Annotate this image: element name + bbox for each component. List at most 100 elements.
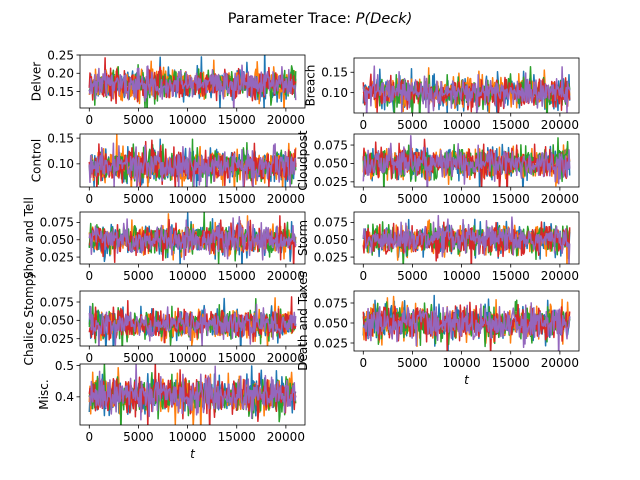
axes-frame <box>79 363 306 426</box>
y-axis-label: Breach <box>303 65 317 107</box>
x-tick-label: 5000 <box>397 192 428 206</box>
trace-series-5 <box>362 65 571 113</box>
y-tick-label: 0.050 <box>40 314 74 328</box>
y-tick-label: 0.050 <box>314 316 348 330</box>
trace-series-5 <box>88 142 297 187</box>
x-tick-label: 5000 <box>123 269 154 283</box>
x-tick-label: 15000 <box>218 269 256 283</box>
y-axis-label: Show and Tell <box>22 197 36 279</box>
y-tick-label: 0.15 <box>47 85 74 99</box>
trace-series-5 <box>88 364 297 421</box>
y-axis-label: Storm <box>296 220 310 256</box>
x-tick-label: 10000 <box>442 356 480 370</box>
x-tick-label: 5000 <box>397 118 428 132</box>
x-tick-label: 5000 <box>397 356 428 370</box>
x-tick-label: 10000 <box>442 269 480 283</box>
x-tick-label: 20000 <box>267 192 305 206</box>
trace-lines <box>88 55 297 108</box>
figure-title: Parameter Trace: P(Deck) <box>228 11 413 27</box>
axes-frame <box>79 290 306 347</box>
trace-lines <box>362 134 571 187</box>
x-axis-label: t <box>190 447 196 461</box>
x-tick-label: 0 <box>85 351 93 365</box>
x-tick-label: 5000 <box>397 269 428 283</box>
x-tick-label: 15000 <box>492 192 530 206</box>
x-tick-label: 20000 <box>541 118 579 132</box>
y-tick-label: 0.025 <box>40 332 74 346</box>
y-tick-label: 0.15 <box>47 131 74 145</box>
y-tick-label: 0.20 <box>47 67 74 81</box>
x-tick-label: 5000 <box>123 430 154 444</box>
y-tick-label: 0.10 <box>47 157 74 171</box>
y-axis-label: Delver <box>29 62 43 101</box>
x-tick-label: 15000 <box>218 113 256 127</box>
axes-frame <box>353 290 580 352</box>
x-tick-label: 15000 <box>218 192 256 206</box>
y-tick-label: 0.25 <box>47 48 74 62</box>
y-tick-label: 0.025 <box>314 250 348 264</box>
y-tick-label: 0.5 <box>55 359 74 373</box>
y-tick-label: 0.075 <box>314 138 348 152</box>
subplot-storm: 0 5000 10000 15000 20000 0.025 0.050 0.075 Storm <box>296 211 580 283</box>
x-tick-label: 0 <box>359 269 367 283</box>
x-tick-label: 10000 <box>168 351 206 365</box>
axes-frame <box>79 133 306 188</box>
axes-frame <box>353 133 580 188</box>
x-tick-label: 10000 <box>168 113 206 127</box>
trace-series-5 <box>88 215 297 261</box>
x-tick-label: 10000 <box>168 192 206 206</box>
y-tick-label: 0.025 <box>314 175 348 189</box>
y-axis-label: Chalice Stompy <box>22 272 36 366</box>
x-tick-label: 0 <box>85 113 93 127</box>
trace-lines <box>88 212 297 264</box>
axes-frame <box>353 211 580 265</box>
y-axis-label: Control <box>29 139 43 182</box>
y-tick-label: 0.4 <box>55 390 74 404</box>
subplot-chalice-stompy: 0 5000 10000 15000 20000 0.025 0.050 0.075 Chali… <box>22 272 306 366</box>
x-tick-label: 5000 <box>123 351 154 365</box>
y-axis-label: Misc. <box>37 379 51 409</box>
trace-series-5 <box>88 303 297 346</box>
figure-title-math: P(Deck) <box>356 11 413 27</box>
trace-series-4 <box>88 139 297 187</box>
x-tick-label: 10000 <box>168 430 206 444</box>
y-tick-label: 0.15 <box>321 66 348 80</box>
x-tick-label: 20000 <box>267 113 305 127</box>
x-tick-label: 0 <box>359 192 367 206</box>
x-tick-label: 15000 <box>218 430 256 444</box>
y-tick-label: 0.025 <box>314 336 348 350</box>
subplot-breach: 0 5000 10000 15000 20000 0.10 0.15 Breach <box>303 57 580 132</box>
x-tick-label: 10000 <box>442 118 480 132</box>
axes-frame <box>79 211 306 265</box>
x-axis-label: t <box>464 373 470 387</box>
x-tick-label: 15000 <box>492 269 530 283</box>
axes-frame <box>79 54 306 109</box>
x-tick-label: 0 <box>85 269 93 283</box>
y-tick-label: 0.075 <box>40 216 74 230</box>
y-tick-label: 0.10 <box>321 86 348 100</box>
y-tick-label: 0.050 <box>40 233 74 247</box>
x-tick-label: 0 <box>359 356 367 370</box>
trace-series-3 <box>88 138 297 187</box>
x-tick-label: 5000 <box>123 113 154 127</box>
subplot-grid: 0 5000 10000 15000 20000 0.15 0.20 0.25 Delver 0 5… <box>22 48 580 461</box>
trace-lines <box>362 65 571 113</box>
y-tick-label: 0.050 <box>314 233 348 247</box>
x-tick-label: 15000 <box>218 351 256 365</box>
y-tick-label: 0.075 <box>314 216 348 230</box>
y-tick-label: 0.075 <box>40 295 74 309</box>
x-tick-label: 20000 <box>267 269 305 283</box>
subplot-death-and-taxes: 0 5000 10000 15000 20000 0.025 0.050 0.075 Death… <box>296 271 580 387</box>
x-tick-label: 10000 <box>168 269 206 283</box>
x-tick-label: 20000 <box>541 356 579 370</box>
trace-series-5 <box>88 64 297 108</box>
x-tick-label: 5000 <box>123 192 154 206</box>
y-axis-label: Death and Taxes <box>296 271 310 371</box>
trace-series-5 <box>362 214 571 264</box>
x-tick-label: 15000 <box>492 118 530 132</box>
x-tick-label: 20000 <box>541 192 579 206</box>
trace-lines <box>88 134 297 187</box>
x-tick-label: 0 <box>359 118 367 132</box>
trace-series-5 <box>362 302 571 351</box>
